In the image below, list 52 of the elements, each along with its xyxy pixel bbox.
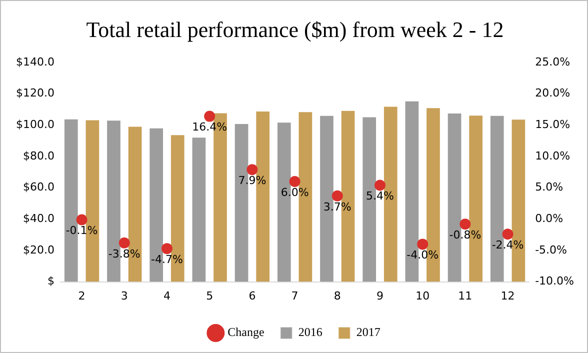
x-tick-label: 8 <box>334 289 341 302</box>
point <box>417 238 428 250</box>
x-tick-label: 10 <box>416 289 430 302</box>
x-tick-label: 3 <box>120 289 128 302</box>
y2-tick-label: 25.0% <box>535 55 570 68</box>
point <box>460 218 471 230</box>
y2-tick-label: 15.0% <box>535 118 570 131</box>
legend-label: 2016 <box>298 325 322 340</box>
point <box>246 164 258 176</box>
y-tick-label: $140.0 <box>16 55 54 68</box>
legend-label: 2017 <box>356 325 380 340</box>
point <box>332 190 343 202</box>
chart-title: Total retail performance ($m) from week 2 - 12 <box>86 16 504 42</box>
point <box>374 180 386 191</box>
data-label: 7.9% <box>238 174 266 187</box>
y-tick-label: $ <box>47 274 54 288</box>
x-tick-label: 11 <box>458 289 472 302</box>
point <box>76 214 88 226</box>
y2-tick-label: 20.0% <box>535 86 570 100</box>
y2-tick-label: 0.0% <box>535 212 564 225</box>
legend-label: Change <box>228 325 264 340</box>
data-label: 6.0% <box>280 186 309 199</box>
point <box>161 243 172 254</box>
data-label: 5.4% <box>366 190 394 203</box>
data-label: 3.7% <box>323 200 352 214</box>
x-tick-label: 5 <box>206 289 214 302</box>
point <box>289 176 300 188</box>
point <box>502 228 514 240</box>
y-tick-label: $120.0 <box>16 86 54 100</box>
y2-tick-label: -10.0% <box>535 274 574 288</box>
data-label: -0.8% <box>449 228 482 242</box>
y2-tick-label: 5.0% <box>535 180 564 194</box>
data-label: -0.1% <box>66 224 98 238</box>
y2-tick-label: 10.0% <box>535 149 570 162</box>
data-label: -4.7% <box>151 252 183 266</box>
y-tick-label: $100.0 <box>16 118 54 131</box>
y-tick-label: $20.0 <box>22 243 54 256</box>
x-tick-label: 6 <box>248 289 256 302</box>
x-tick-label: 2 <box>78 289 86 302</box>
data-label: -4.0% <box>406 248 439 262</box>
point <box>204 110 216 122</box>
data-label: -3.8% <box>108 247 140 260</box>
point <box>118 237 130 248</box>
y2-tick-label: -5.0% <box>535 243 568 256</box>
x-tick-label: 7 <box>291 289 298 302</box>
y-tick-label: $40.0 <box>22 212 54 225</box>
data-label: -2.4% <box>492 238 524 252</box>
y-tick-label: $60.0 <box>22 180 54 194</box>
x-tick-label: 12 <box>500 289 515 302</box>
y-tick-label: $80.0 <box>22 149 54 162</box>
x-tick-label: 9 <box>376 289 384 302</box>
x-tick-label: 4 <box>163 289 170 302</box>
